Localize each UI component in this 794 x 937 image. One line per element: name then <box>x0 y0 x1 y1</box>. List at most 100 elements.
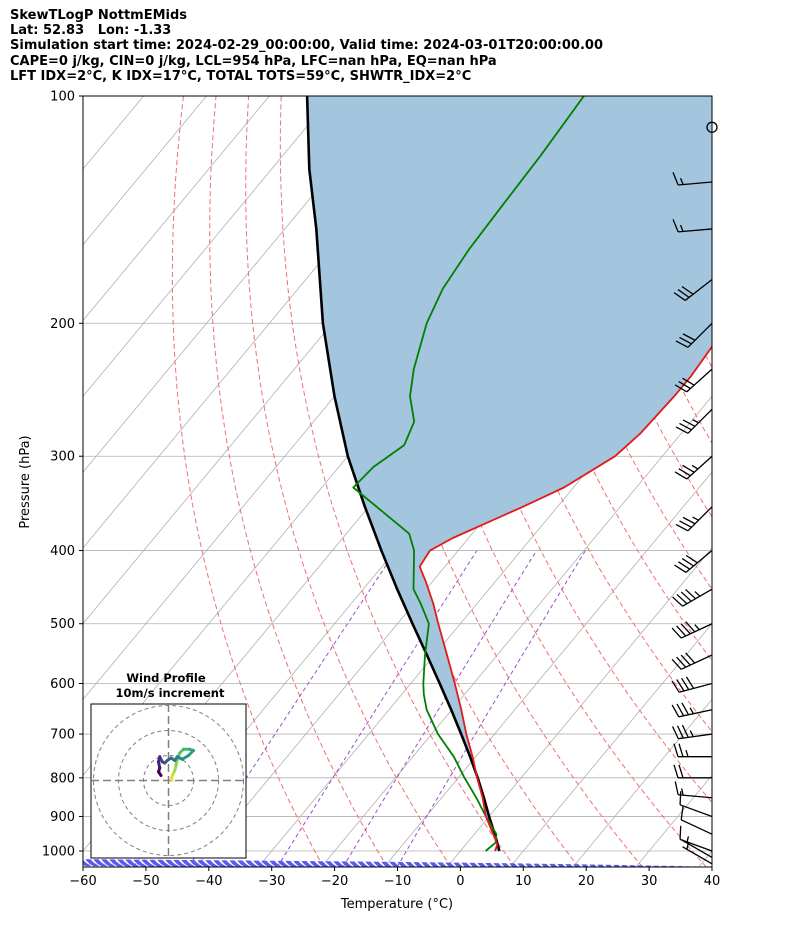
y-tick-label: 200 <box>50 317 75 332</box>
isotherm <box>446 547 712 867</box>
wind-barb <box>674 550 713 573</box>
y-axis-label: Pressure (hPa) <box>18 435 33 528</box>
barb-half <box>689 730 694 737</box>
barb-full <box>685 652 696 664</box>
barb-shaft <box>687 408 713 434</box>
y-tick-label: 400 <box>50 544 75 559</box>
x-tick-label: 40 <box>704 874 721 889</box>
hodograph-title: Wind Profile <box>126 671 206 685</box>
barb-full <box>677 289 690 298</box>
x-axis-label: Temperature (°C) <box>340 897 453 912</box>
barb-shaft <box>678 733 713 740</box>
barb-shaft <box>678 228 713 233</box>
barb-half <box>694 624 700 631</box>
barb-full <box>676 679 685 692</box>
x-tick-label: 10 <box>515 874 532 889</box>
barb-full <box>675 523 689 532</box>
barb-full <box>685 621 696 633</box>
y-tick-label: 500 <box>50 617 75 632</box>
y-tick-label: 900 <box>50 810 75 825</box>
barb-full <box>681 285 694 295</box>
mixing-ratio-line <box>342 550 537 867</box>
barb-shaft <box>682 588 713 607</box>
moist-adiabat <box>83 859 699 867</box>
isotherm <box>509 623 712 867</box>
wind-barb <box>673 764 712 779</box>
y-tick-label: 1000 <box>42 845 75 860</box>
barb-full <box>682 419 696 427</box>
wind-barb <box>675 506 713 532</box>
cape-text: CAPE=0 j/kg, CIN=0 j/kg, LCL=954 hPa, LF… <box>10 53 497 69</box>
barb-full <box>682 464 695 473</box>
moist-adiabat <box>83 860 605 867</box>
wind-barb <box>672 172 713 186</box>
barb-full <box>679 825 682 840</box>
x-tick-label: −20 <box>321 874 348 889</box>
barb-full <box>673 743 679 757</box>
chart-title: SkewTLogP NottmEMids <box>10 8 188 23</box>
barb-full <box>681 724 689 738</box>
barb-half <box>679 224 684 232</box>
wind-barb <box>679 791 713 818</box>
barb-full <box>671 680 680 693</box>
barb-half <box>681 788 684 796</box>
index-text: LFT IDX=2°C, K IDX=17°C, TOTAL TOTS=59°C… <box>10 68 472 84</box>
barb-half <box>692 418 699 424</box>
isotherm <box>258 319 712 867</box>
isotherm <box>83 96 396 473</box>
x-tick-label: −10 <box>384 874 411 889</box>
location-text: Lat: 52.83 Lon: -1.33 <box>10 23 172 39</box>
mixing-ratio-line <box>276 550 478 867</box>
dry-adiabat <box>171 96 325 867</box>
wind-barb <box>680 806 713 835</box>
dry-adiabat <box>770 96 794 867</box>
x-tick-label: 20 <box>578 874 595 889</box>
barb-full <box>674 781 679 795</box>
cape-shading <box>307 96 712 851</box>
barb-full <box>679 336 692 345</box>
barb-shaft <box>685 550 713 573</box>
barb-full <box>678 764 684 779</box>
barb-full <box>679 520 692 528</box>
barb-full <box>685 676 695 689</box>
barb-half <box>679 178 684 185</box>
wind-barb <box>671 652 713 670</box>
barb-full <box>678 561 691 570</box>
barb-full <box>676 703 685 717</box>
isotherm <box>83 96 207 246</box>
time-text: Simulation start time: 2024-02-29_00:00:… <box>10 38 603 54</box>
y-tick-label: 700 <box>50 728 75 743</box>
wind-barbs <box>671 121 718 865</box>
barb-full <box>680 806 684 820</box>
barb-full <box>678 380 691 390</box>
wind-barb <box>674 368 713 393</box>
isotherm <box>83 96 270 322</box>
isotherm <box>698 850 712 867</box>
barb-shaft <box>678 794 713 799</box>
barb-full <box>674 564 687 573</box>
isotherm <box>0 96 81 867</box>
chart-header: SkewTLogP NottmEMids Lat: 52.83 Lon: -1.… <box>10 8 603 84</box>
barb-full <box>682 377 695 386</box>
barb-full <box>672 596 683 607</box>
isotherm <box>383 471 712 867</box>
wind-barb <box>673 278 713 301</box>
hodograph-subtitle: 10m/s increment <box>116 686 225 700</box>
barb-shaft <box>680 623 713 639</box>
barb-shaft <box>687 506 713 532</box>
barb-full <box>679 422 692 431</box>
x-tick-label: −50 <box>132 874 159 889</box>
barb-full <box>680 654 691 666</box>
barb-full <box>675 340 689 348</box>
y-tick-label: 100 <box>50 90 75 105</box>
x-tick-label: 0 <box>456 874 464 889</box>
dewpoint-line <box>352 96 585 852</box>
barb-half <box>689 707 694 715</box>
wind-barb <box>672 588 713 607</box>
barb-shaft <box>678 682 713 693</box>
wind-barb <box>671 621 713 639</box>
barb-full <box>676 656 687 668</box>
parcel-line <box>305 96 501 852</box>
barb-shaft <box>687 322 713 348</box>
